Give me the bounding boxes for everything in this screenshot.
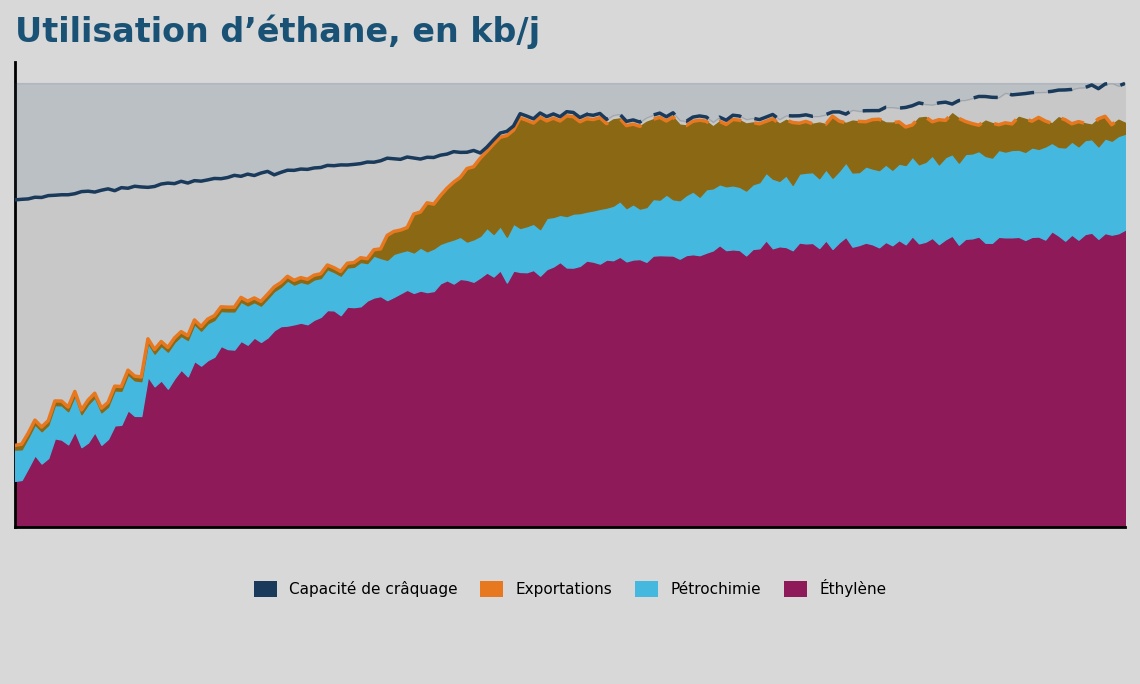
Text: Utilisation d’éthane, en kb/j: Utilisation d’éthane, en kb/j [15, 15, 540, 49]
Legend: Capacité de crâquage, Exportations, Pétrochimie, Éthylène: Capacité de crâquage, Exportations, Pétr… [247, 573, 893, 603]
